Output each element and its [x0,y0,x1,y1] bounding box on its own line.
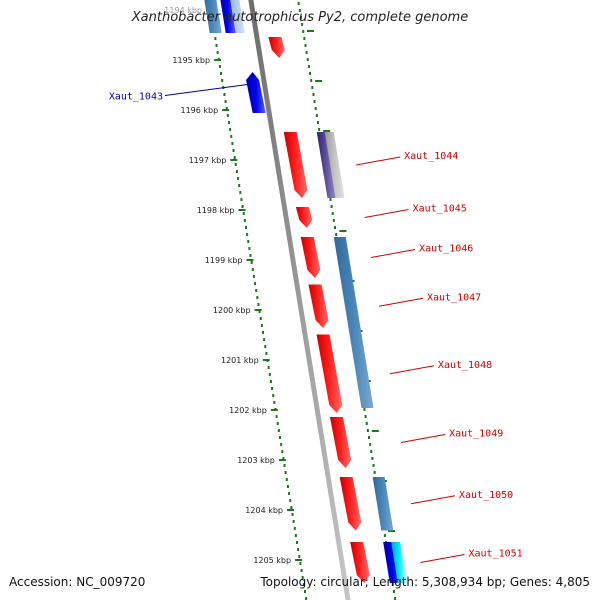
gene-label-text: Xaut_1043 [109,92,163,103]
map-title: Xanthobacter autotrophicus Py2, complete… [131,10,469,25]
scale-tick-inner [214,59,222,61]
gene-xaut-1044[interactable] [283,132,308,198]
gene-label-text: Xaut_1051 [469,549,523,560]
map-band [196,0,466,600]
scale-tick-outer [315,80,323,82]
scale-tick-inner [246,259,254,261]
scale-tick-inner [254,309,262,311]
label-xaut-1050[interactable]: Xaut_1050 [410,490,513,505]
gene-xaut-1045[interactable] [295,207,313,228]
label-xaut-1051[interactable]: Xaut_1051 [420,549,523,563]
gene-label-text: Xaut_1049 [449,429,503,440]
label-xaut-1044[interactable]: Xaut_1044 [356,151,458,166]
gene-block-outer_mid[interactable] [219,0,236,33]
scale-label: 1197 kbp [189,156,227,165]
gene-xaut-1050[interactable] [339,477,362,531]
gene-xaut-1049[interactable] [329,417,352,468]
gene-label-text: Xaut_1045 [413,204,467,215]
scale-tick-inner [222,109,230,111]
gene-label-text: Xaut_1050 [459,490,513,501]
scale-tick-outer [339,230,347,232]
gene-label-text: Xaut_1046 [419,244,473,255]
gene-block-outer_outer[interactable] [229,0,245,33]
label-xaut-1045[interactable]: Xaut_1045 [364,204,467,218]
genome-backbone [248,0,351,600]
gene-block-mid2[interactable] [391,542,407,583]
scale-label: 1194 kbp [164,6,202,15]
gene-xaut-1043[interactable] [246,72,266,113]
scale-tick-inner [295,559,303,561]
gene-label-text: Xaut_1048 [438,360,492,371]
scale-label: 1204 kbp [245,506,283,515]
gene-xaut-1046[interactable] [300,237,321,278]
label-xaut-1046[interactable]: Xaut_1046 [371,244,473,258]
scale-label: 1203 kbp [237,456,275,465]
scale-label: 1202 kbp [229,406,267,415]
scale-tick-inner [278,459,286,461]
gene-label-text: Xaut_1044 [404,151,458,162]
scale-tick-inner [262,359,270,361]
scale-tick-outer [323,130,331,132]
gene-block-outer_inner[interactable] [203,0,222,33]
gene-block-mid2[interactable] [324,132,345,198]
gene-block-mid1[interactable] [372,477,394,531]
gene-block-mid1[interactable] [333,237,374,408]
scale-tick-inner [230,159,238,161]
gene-xaut-1051[interactable] [350,542,370,583]
scale-label: 1201 kbp [221,356,259,365]
label-xaut-1049[interactable]: Xaut_1049 [400,429,503,443]
scale-label: 1195 kbp [172,56,210,65]
label-xaut-1048[interactable]: Xaut_1048 [389,360,492,375]
scale-label: 1198 kbp [197,206,235,215]
scale-tick-inner [287,509,294,511]
gene-xaut-1048[interactable] [316,334,343,414]
scale-label: 1200 kbp [213,306,251,315]
label-xaut-1043[interactable]: Xaut_1043 [109,84,248,103]
gene-xaut-1047[interactable] [308,284,329,329]
accession-text: Accession: NC_009720 [9,575,146,589]
scale-tick-inner [270,409,278,411]
topology-text: Topology: circular; Length: 5,308,934 bp… [260,575,590,589]
label-xaut-1047[interactable]: Xaut_1047 [378,292,481,307]
scale-label: 1196 kbp [180,106,218,115]
gene-label-text: Xaut_1047 [427,292,481,303]
scale-tick-inner [238,209,246,211]
scale-label: 1205 kbp [253,556,291,565]
scale-label: 1199 kbp [205,256,243,265]
scale-tick-outer [371,430,379,432]
scale-tick-outer [388,530,395,532]
scale-tick-outer [307,30,314,32]
gene-block-fwd[interactable] [268,37,285,58]
